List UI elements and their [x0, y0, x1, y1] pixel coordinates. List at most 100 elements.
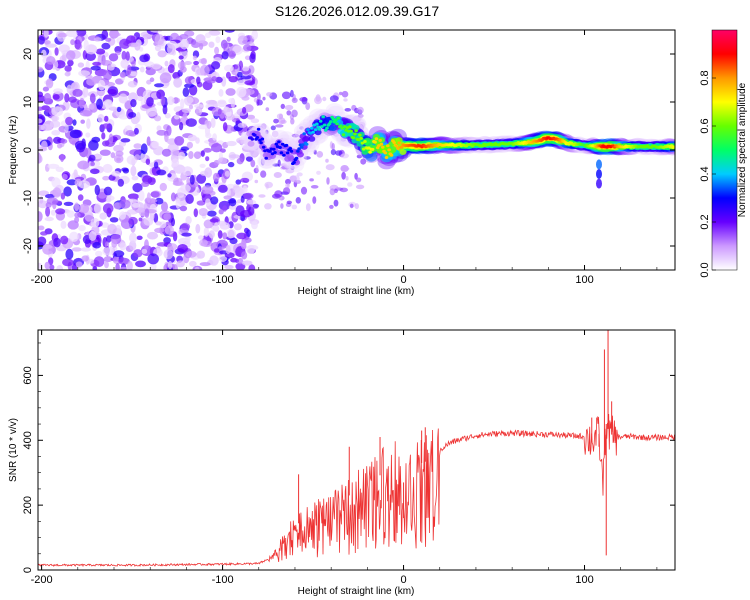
noise-blob — [216, 100, 227, 108]
signal-mark — [389, 147, 397, 154]
noise-blob — [217, 230, 223, 239]
noise-blob — [264, 203, 272, 210]
noise-blob — [161, 148, 172, 157]
noise-blob — [260, 170, 267, 178]
noise-blob — [44, 261, 51, 270]
noise-blob — [42, 244, 53, 249]
noise-blob — [226, 140, 237, 147]
noise-blob — [344, 108, 352, 112]
noise-blob — [347, 182, 353, 187]
noise-blob — [224, 170, 231, 177]
noise-blob — [85, 132, 91, 138]
noise-blob — [154, 34, 165, 46]
noise-blob — [329, 95, 339, 102]
noise-blob — [243, 44, 252, 52]
noise-blob — [74, 39, 81, 50]
noise-blob — [171, 217, 175, 227]
noise-blob — [195, 106, 203, 116]
noise-blob — [140, 143, 148, 155]
noise-blob — [221, 51, 229, 60]
noise-blob — [225, 244, 231, 255]
signal-mark — [303, 135, 311, 142]
noise-blob — [305, 203, 311, 212]
noise-blob — [119, 38, 131, 49]
noise-blob — [329, 188, 336, 196]
noise-blob — [212, 172, 220, 182]
noise-blob — [340, 166, 350, 171]
noise-blob — [170, 149, 180, 157]
noise-blob — [130, 165, 137, 177]
noise-blob — [291, 133, 300, 138]
noise-blob — [138, 190, 145, 202]
noise-blob — [129, 240, 137, 251]
noise-blob — [222, 205, 228, 212]
noise-blob — [74, 140, 87, 150]
noise-blob — [170, 192, 176, 202]
noise-blob — [303, 156, 311, 160]
noise-blob — [316, 170, 321, 175]
noise-blob — [154, 115, 162, 122]
noise-blob — [250, 118, 260, 124]
noise-blob — [41, 49, 47, 58]
noise-blob — [167, 243, 178, 251]
noise-blob — [249, 53, 256, 64]
noise-blob — [134, 154, 141, 161]
noise-blob — [156, 129, 167, 136]
signal-mark — [299, 145, 304, 149]
noise-blob — [96, 98, 103, 110]
noise-blob — [66, 210, 75, 218]
noise-blob — [45, 78, 54, 89]
noise-blob — [155, 197, 164, 205]
noise-blob — [296, 172, 303, 177]
noise-blob — [280, 103, 285, 109]
noise-blob — [118, 141, 127, 147]
noise-blob — [104, 261, 109, 269]
noise-blob — [103, 70, 112, 81]
noise-blob — [180, 98, 185, 109]
signal-mark — [335, 122, 339, 126]
noise-blob — [229, 154, 241, 159]
noise-blob — [206, 120, 212, 129]
noise-blob — [218, 209, 224, 215]
noise-blob — [240, 75, 252, 80]
noise-blob — [119, 242, 127, 251]
noise-blob — [115, 150, 124, 157]
noise-blob — [205, 132, 212, 139]
noise-blob — [226, 187, 231, 198]
noise-blob — [218, 255, 228, 262]
noise-blob — [121, 50, 127, 61]
noise-blob — [102, 123, 110, 129]
noise-blob — [179, 205, 188, 212]
noise-blob — [108, 53, 119, 62]
noise-blob — [63, 201, 74, 206]
signal-mark — [386, 144, 390, 148]
noise-blob — [208, 41, 215, 48]
signal-mark — [250, 137, 255, 141]
noise-blob — [199, 163, 206, 168]
noise-blob — [179, 33, 189, 40]
noise-blob — [349, 203, 354, 209]
noise-blob — [58, 44, 70, 53]
noise-blob — [279, 113, 283, 120]
noise-blob — [196, 173, 207, 184]
noise-blob — [64, 71, 71, 77]
signal-mark — [358, 133, 362, 137]
noise-blob — [95, 250, 103, 257]
signal-mark — [329, 125, 337, 132]
noise-blob — [224, 264, 234, 270]
noise-blob — [92, 241, 102, 249]
noise-blob — [127, 216, 138, 225]
noise-blob — [217, 108, 222, 115]
noise-blob — [247, 114, 255, 120]
noise-blob — [204, 32, 212, 39]
noise-blob — [81, 255, 89, 262]
noise-blob — [130, 99, 137, 108]
noise-blob — [273, 118, 279, 124]
signal-mark — [321, 115, 326, 119]
noise-blob — [133, 249, 143, 258]
noise-blob — [314, 96, 322, 105]
noise-blob — [205, 99, 218, 105]
noise-blob — [60, 192, 66, 200]
noise-blob — [228, 198, 237, 207]
